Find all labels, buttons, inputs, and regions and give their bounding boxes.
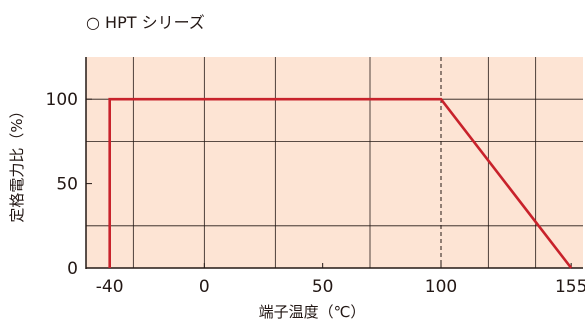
y-tick-label: 0 (67, 259, 78, 279)
y-tick-labels: 0 50 100 (46, 90, 78, 279)
y-tick-label: 100 (46, 90, 78, 110)
x-tick-label: 50 (312, 277, 334, 297)
x-tick-label: 0 (199, 277, 210, 297)
plot-area (86, 57, 583, 268)
y-tick-label: 50 (56, 175, 78, 195)
x-tick-labels: -40 0 50 100 155 (96, 277, 585, 297)
data-series (108, 97, 573, 269)
series-line (108, 97, 573, 269)
x-axis-label: 端子温度（℃） (259, 303, 366, 321)
x-tick-label: 155 (555, 277, 585, 297)
x-tick-label: -40 (96, 277, 124, 297)
chart-title: ○ HPT シリーズ (86, 13, 205, 32)
x-tick-label: 100 (425, 277, 457, 297)
y-axis-label: 定格電力比（%） (8, 103, 26, 222)
